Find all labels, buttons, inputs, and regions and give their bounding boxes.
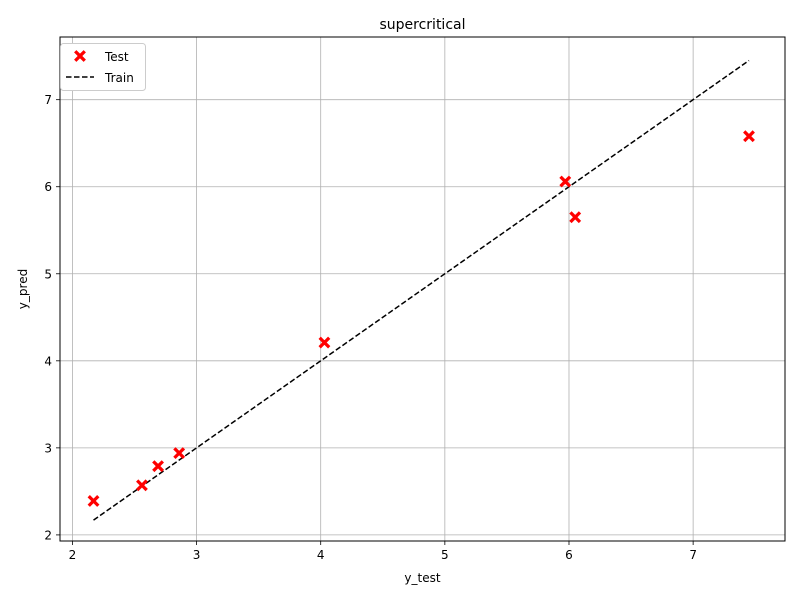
legend-test-x-icon	[74, 50, 86, 62]
x-tick-label: 6	[565, 548, 573, 562]
legend-label-train: Train	[104, 71, 134, 85]
y-tick-label: 4	[44, 354, 52, 368]
test-point	[136, 479, 148, 492]
test-point	[87, 495, 100, 507]
legend-label-test: Test	[104, 50, 129, 64]
x-tick-label: 4	[317, 548, 325, 562]
test-point	[318, 336, 331, 349]
test-point	[743, 130, 755, 143]
y-axis-label: y_pred	[16, 269, 30, 309]
test-series	[87, 130, 755, 507]
y-tick-label: 6	[44, 180, 52, 194]
grid	[60, 37, 785, 541]
y-tick-label: 2	[44, 528, 52, 542]
y-tick-label: 3	[44, 441, 52, 455]
x-tick-label: 3	[193, 548, 201, 562]
axis-ticks: 2 3 4 5 6 7 2 3 4 5 6 7	[44, 93, 697, 562]
y-tick-label: 7	[44, 93, 52, 107]
chart-title: supercritical	[379, 17, 465, 33]
x-axis-label: y_test	[404, 571, 440, 585]
train-series	[93, 59, 750, 521]
x-tick-label: 5	[441, 548, 449, 562]
test-point	[559, 175, 572, 188]
x-tick-label: 2	[69, 548, 77, 562]
plot-frame	[59, 36, 786, 542]
test-point	[173, 447, 186, 460]
test-point	[152, 460, 164, 473]
test-point	[569, 211, 582, 224]
y-tick-label: 5	[44, 267, 52, 281]
x-tick-label: 7	[689, 548, 697, 562]
legend-test-marker	[74, 50, 86, 62]
legend: Test Train	[60, 43, 146, 91]
train-line	[93, 59, 750, 521]
